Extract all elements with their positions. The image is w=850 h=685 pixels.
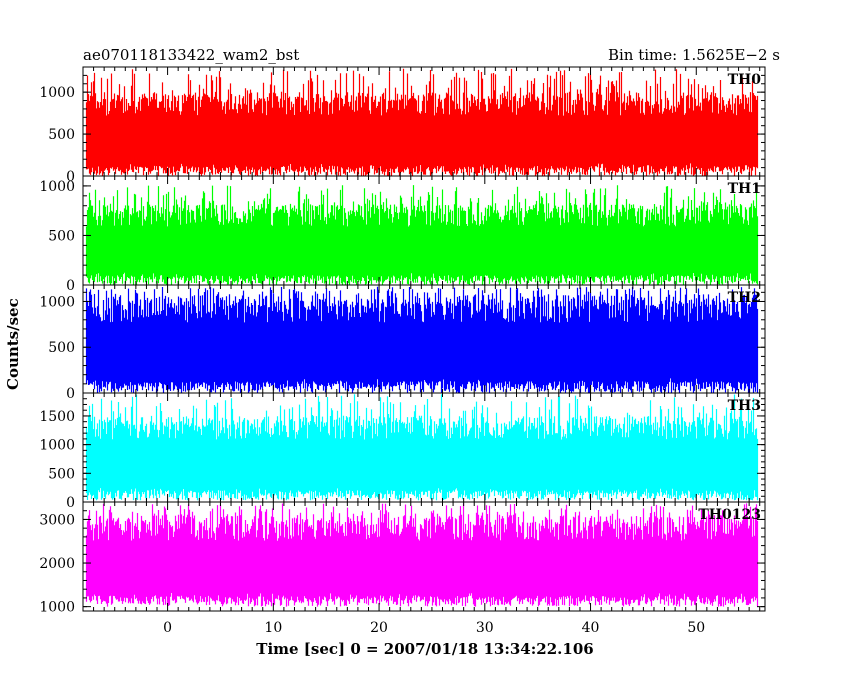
y-tick-label: 1000 [39,294,75,310]
x-tick-label: 40 [582,620,600,636]
y-tick-label: 0 [66,278,75,294]
x-axis-label: Time [sec] 0 = 2007/01/18 13:34:22.106 [256,640,594,658]
y-tick-label: 1000 [39,600,75,616]
panel-label-th1: TH1 [728,181,761,197]
panel-label-th2: TH2 [728,290,761,306]
y-tick-label: 0 [66,169,75,185]
bin-time-label: Bin time: 1.5625E−2 s [607,46,780,64]
panel-label-th0: TH0 [728,72,762,88]
y-tick-label: 1500 [39,409,75,425]
y-tick-label: 500 [48,228,75,244]
y-tick-label: 500 [48,127,75,143]
y-tick-label: 2000 [39,556,75,572]
y-tick-label: 0 [66,386,75,402]
x-tick-label: 30 [476,620,494,636]
y-axis-label: Counts/sec [4,298,22,390]
y-tick-label: 500 [48,466,75,482]
series-th0123 [85,503,759,607]
x-tick-label: 10 [264,620,282,636]
y-tick-label: 3000 [39,512,75,528]
series-th3 [85,394,759,501]
y-tick-label: 1000 [39,438,75,454]
x-tick-label: 20 [370,620,388,636]
y-tick-label: 0 [66,495,75,511]
x-tick-label: 50 [687,620,705,636]
panel-label-th3: TH3 [728,398,761,414]
panel-label-th0123: TH0123 [698,507,761,523]
panel-frame-th0123 [82,501,766,612]
series-th1 [85,185,759,285]
x-tick-label: 0 [163,620,172,636]
series-th2 [85,286,759,393]
series-th0 [85,68,759,176]
y-tick-label: 1000 [39,179,75,195]
y-tick-label: 1000 [39,85,75,101]
y-tick-label: 500 [48,340,75,356]
plot-title: ae070118133422_wam2_bst [83,46,300,64]
